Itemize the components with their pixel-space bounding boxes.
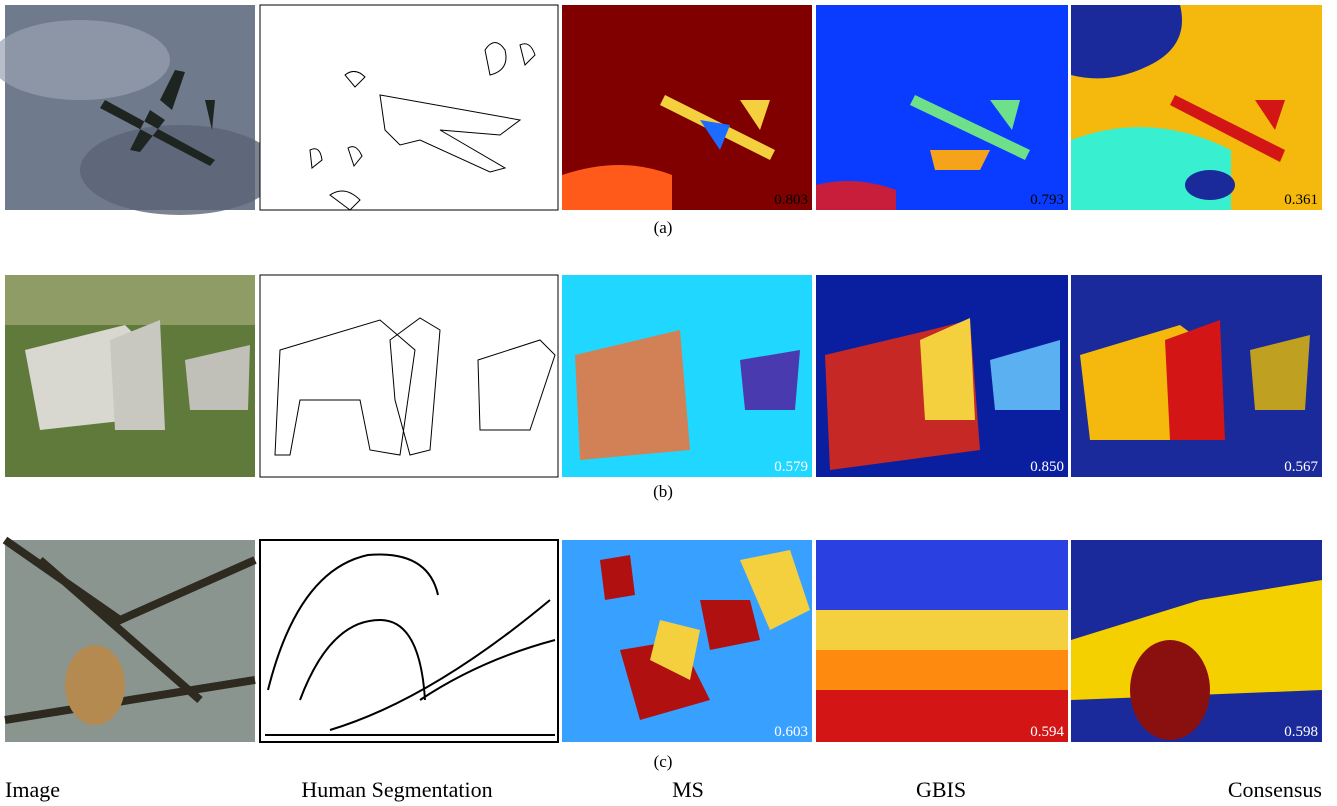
segment bbox=[1130, 640, 1210, 740]
score: 0.803 bbox=[774, 192, 808, 208]
segment bbox=[1185, 170, 1235, 200]
row-label: (a) bbox=[654, 218, 673, 237]
row-label: (b) bbox=[653, 482, 673, 501]
segment bbox=[816, 650, 1068, 690]
human-seg bbox=[260, 5, 558, 210]
segment bbox=[562, 165, 672, 210]
column-label: Image bbox=[5, 777, 60, 802]
column-label: MS bbox=[672, 777, 704, 802]
segment bbox=[740, 350, 800, 410]
row-a bbox=[0, 5, 1322, 215]
column-label: Human Segmentation bbox=[301, 777, 492, 802]
segment bbox=[930, 150, 990, 170]
row-b bbox=[5, 275, 1322, 477]
human-seg bbox=[260, 540, 558, 742]
column-label: Consensus bbox=[1228, 777, 1322, 802]
score: 0.850 bbox=[1030, 459, 1064, 475]
background bbox=[5, 275, 255, 325]
score: 0.361 bbox=[1284, 192, 1318, 208]
leopard bbox=[65, 645, 125, 725]
gbis-seg bbox=[816, 5, 1068, 210]
score: 0.594 bbox=[1030, 724, 1064, 740]
score: 0.579 bbox=[774, 459, 808, 475]
row-c bbox=[5, 540, 1322, 742]
score: 0.598 bbox=[1284, 724, 1318, 740]
human-seg bbox=[260, 275, 558, 477]
row-label: (c) bbox=[654, 752, 673, 771]
score: 0.567 bbox=[1284, 459, 1318, 475]
score: 0.603 bbox=[774, 724, 808, 740]
segment bbox=[1165, 320, 1225, 440]
figure: (a) 0.803 0.793 0.361 (b) 0.579 0.850 0.567 (c) 0… bbox=[0, 0, 1337, 806]
score: 0.793 bbox=[1030, 192, 1064, 208]
cloud bbox=[80, 125, 280, 215]
column-label: GBIS bbox=[916, 777, 966, 802]
